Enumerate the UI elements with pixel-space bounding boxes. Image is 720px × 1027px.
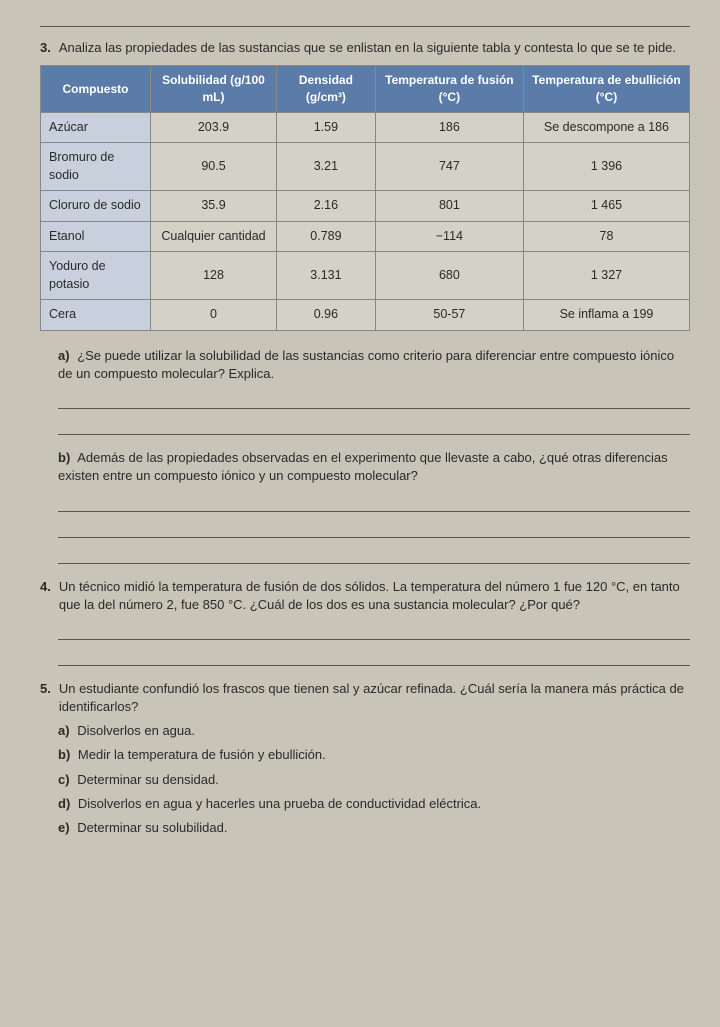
cell: 1 327 bbox=[523, 252, 689, 300]
q3a-answer-lines bbox=[58, 391, 690, 435]
th-densidad: Densidad (g/cm³) bbox=[277, 66, 376, 113]
th-solubilidad: Solubilidad (g/100 mL) bbox=[150, 66, 276, 113]
opt-text: Determinar su solubilidad. bbox=[77, 820, 227, 835]
cell: −114 bbox=[375, 221, 523, 252]
cell: Cualquier cantidad bbox=[150, 221, 276, 252]
q5-option-d[interactable]: d) Disolverlos en agua y hacerles una pr… bbox=[58, 795, 690, 813]
q5-option-c[interactable]: c) Determinar su densidad. bbox=[58, 771, 690, 789]
top-rule bbox=[40, 26, 690, 27]
question-4: 4. Un técnico midió la temperatura de fu… bbox=[40, 578, 690, 666]
th-compuesto: Compuesto bbox=[41, 66, 151, 113]
opt-label: e) bbox=[58, 820, 70, 835]
q3a-label: a) bbox=[58, 348, 70, 363]
answer-line[interactable] bbox=[58, 417, 690, 435]
cell: Se descompone a 186 bbox=[523, 112, 689, 143]
cell: Etanol bbox=[41, 221, 151, 252]
table-row: Cloruro de sodio 35.9 2.16 801 1 465 bbox=[41, 191, 690, 222]
cell: 1 465 bbox=[523, 191, 689, 222]
cell: Se inflama a 199 bbox=[523, 300, 689, 331]
cell: 747 bbox=[375, 143, 523, 191]
q5-body: Un estudiante confundió los frascos que … bbox=[59, 680, 690, 716]
q5-options: a) Disolverlos en agua. b) Medir la temp… bbox=[58, 722, 690, 837]
q3a-text: ¿Se puede utilizar la solubilidad de las… bbox=[58, 348, 674, 381]
answer-line[interactable] bbox=[58, 546, 690, 564]
table-body: Azúcar 203.9 1.59 186 Se descompone a 18… bbox=[41, 112, 690, 330]
cell: 801 bbox=[375, 191, 523, 222]
table-row: Cera 0 0.96 50-57 Se inflama a 199 bbox=[41, 300, 690, 331]
answer-line[interactable] bbox=[58, 391, 690, 409]
cell: Bromuro de sodio bbox=[41, 143, 151, 191]
properties-table: Compuesto Solubilidad (g/100 mL) Densida… bbox=[40, 65, 690, 331]
q3b-label: b) bbox=[58, 450, 70, 465]
cell: 78 bbox=[523, 221, 689, 252]
th-ebullicion: Temperatura de ebullición (°C) bbox=[523, 66, 689, 113]
cell: 35.9 bbox=[150, 191, 276, 222]
answer-line[interactable] bbox=[58, 622, 690, 640]
cell: 1.59 bbox=[277, 112, 376, 143]
question-5: 5. Un estudiante confundió los frascos q… bbox=[40, 680, 690, 837]
cell: 3.21 bbox=[277, 143, 376, 191]
opt-label: b) bbox=[58, 747, 70, 762]
opt-label: c) bbox=[58, 772, 70, 787]
cell: 203.9 bbox=[150, 112, 276, 143]
question-3: 3. Analiza las propiedades de las sustan… bbox=[40, 39, 690, 564]
q4-prompt: 4. Un técnico midió la temperatura de fu… bbox=[40, 578, 690, 614]
q5-option-e[interactable]: e) Determinar su solubilidad. bbox=[58, 819, 690, 837]
q3b-answer-lines bbox=[58, 494, 690, 564]
opt-text: Medir la temperatura de fusión y ebullic… bbox=[78, 747, 326, 762]
opt-text: Disolverlos en agua y hacerles una prueb… bbox=[78, 796, 481, 811]
opt-label: a) bbox=[58, 723, 70, 738]
cell: Cloruro de sodio bbox=[41, 191, 151, 222]
cell: 1 396 bbox=[523, 143, 689, 191]
opt-label: d) bbox=[58, 796, 70, 811]
q4-answer-lines bbox=[58, 622, 690, 666]
cell: Azúcar bbox=[41, 112, 151, 143]
table-row: Etanol Cualquier cantidad 0.789 −114 78 bbox=[41, 221, 690, 252]
cell: 3.131 bbox=[277, 252, 376, 300]
cell: 128 bbox=[150, 252, 276, 300]
cell: Cera bbox=[41, 300, 151, 331]
q3-number: 3. bbox=[40, 39, 51, 57]
cell: 0.789 bbox=[277, 221, 376, 252]
q4-number: 4. bbox=[40, 578, 51, 614]
q4-body: Un técnico midió la temperatura de fusió… bbox=[59, 578, 690, 614]
q3-prompt: 3. Analiza las propiedades de las sustan… bbox=[40, 39, 690, 57]
opt-text: Determinar su densidad. bbox=[77, 772, 219, 787]
th-fusion: Temperatura de fusión (°C) bbox=[375, 66, 523, 113]
cell: 0.96 bbox=[277, 300, 376, 331]
table-header-row: Compuesto Solubilidad (g/100 mL) Densida… bbox=[41, 66, 690, 113]
cell: 50-57 bbox=[375, 300, 523, 331]
q3a: a) ¿Se puede utilizar la solubilidad de … bbox=[58, 347, 690, 435]
cell: Yoduro de potasio bbox=[41, 252, 151, 300]
cell: 186 bbox=[375, 112, 523, 143]
q5-option-a[interactable]: a) Disolverlos en agua. bbox=[58, 722, 690, 740]
table-row: Azúcar 203.9 1.59 186 Se descompone a 18… bbox=[41, 112, 690, 143]
table-row: Yoduro de potasio 128 3.131 680 1 327 bbox=[41, 252, 690, 300]
cell: 0 bbox=[150, 300, 276, 331]
answer-line[interactable] bbox=[58, 520, 690, 538]
cell: 90.5 bbox=[150, 143, 276, 191]
q5-prompt: 5. Un estudiante confundió los frascos q… bbox=[40, 680, 690, 716]
table-row: Bromuro de sodio 90.5 3.21 747 1 396 bbox=[41, 143, 690, 191]
cell: 680 bbox=[375, 252, 523, 300]
opt-text: Disolverlos en agua. bbox=[77, 723, 195, 738]
q5-number: 5. bbox=[40, 680, 51, 716]
q3-body: Analiza las propiedades de las sustancia… bbox=[59, 39, 690, 57]
answer-line[interactable] bbox=[58, 648, 690, 666]
q3b: b) Además de las propiedades observadas … bbox=[58, 449, 690, 563]
q3b-text: Además de las propiedades observadas en … bbox=[58, 450, 668, 483]
q5-option-b[interactable]: b) Medir la temperatura de fusión y ebul… bbox=[58, 746, 690, 764]
answer-line[interactable] bbox=[58, 494, 690, 512]
cell: 2.16 bbox=[277, 191, 376, 222]
